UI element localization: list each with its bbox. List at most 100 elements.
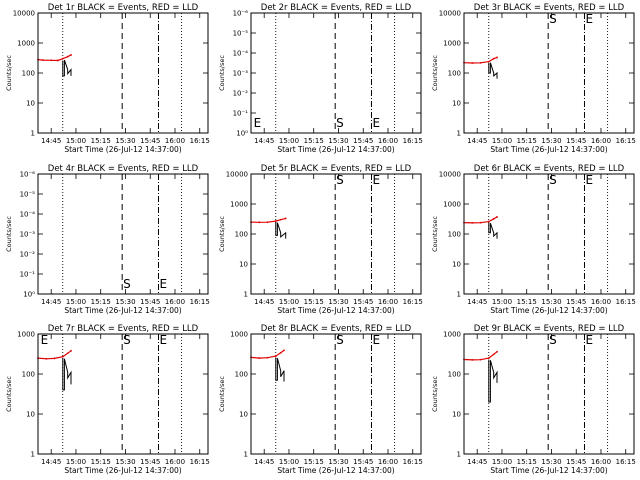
x-tick-label: 15:15 xyxy=(517,298,537,306)
lld-point xyxy=(274,220,277,222)
y-tick-label: 1 xyxy=(244,291,248,299)
y-tick-label: 10⁻³ xyxy=(233,70,249,78)
x-tick-label: 14:45 xyxy=(254,458,274,466)
y-axis-label: Counts/sec xyxy=(431,216,439,252)
x-tick-label: 15:45 xyxy=(140,137,160,145)
y-axis-label: Counts/sec xyxy=(218,216,226,252)
x-tick-label: 15:00 xyxy=(66,298,86,306)
x-tick-label: 14:45 xyxy=(254,298,274,306)
y-tick-label: 1000 xyxy=(443,40,461,48)
events-series-line xyxy=(275,222,287,239)
y-tick-label: 10 xyxy=(26,411,35,419)
y-tick-label: 10 xyxy=(452,100,461,108)
y-tick-label: 1000 xyxy=(17,40,35,48)
y-axis-label: Counts/sec xyxy=(431,55,439,91)
lld-point xyxy=(492,57,495,60)
x-tick-label: 15:00 xyxy=(279,298,299,306)
detector-panel: Det 2r BLACK = Events, RED = LLD 10⁰ 10⁻¹ 1… xyxy=(218,3,423,154)
x-tick-label: 15:45 xyxy=(566,458,586,466)
x-axis-label: Start Time (26-Jul-12 14:37:00) xyxy=(277,466,394,475)
x-tick-label: 15:00 xyxy=(492,137,512,145)
start-marker: S xyxy=(549,12,557,26)
panel-title: Det 3r BLACK = Events, RED = LLD xyxy=(474,3,625,13)
lld-point xyxy=(45,357,48,360)
start-marker: S xyxy=(336,116,344,130)
x-tick-label: 14:45 xyxy=(41,137,61,145)
y-tick-label: 10 xyxy=(239,261,248,269)
plot-frame xyxy=(37,333,209,455)
y-tick-label: 1 xyxy=(457,451,461,459)
y-tick-label: 10⁰ xyxy=(236,130,248,138)
lld-point xyxy=(53,357,56,360)
x-tick-label: 16:15 xyxy=(190,298,210,306)
end-marker: E xyxy=(41,333,49,347)
detector-panel: Det 6r BLACK = Events, RED = LLD 1 10 100 10… xyxy=(431,164,636,315)
plot-frame xyxy=(37,12,209,134)
x-tick-label: 16:15 xyxy=(403,137,423,145)
lld-point xyxy=(284,217,287,220)
x-tick-label: 16:00 xyxy=(378,137,398,145)
x-tick-label: 14:45 xyxy=(467,137,487,145)
x-tick-label: 15:15 xyxy=(517,458,537,466)
x-tick-label: 15:45 xyxy=(566,298,586,306)
x-tick-label: 15:15 xyxy=(91,298,111,306)
y-tick-label: 10⁻¹ xyxy=(20,271,36,279)
x-tick-label: 16:00 xyxy=(378,458,398,466)
y-tick-label: 10⁻⁶ xyxy=(20,171,36,179)
y-tick-label: 1000 xyxy=(443,331,461,339)
x-tick-label: 15:45 xyxy=(566,137,586,145)
x-tick-label: 16:15 xyxy=(616,458,636,466)
start-marker: S xyxy=(123,333,131,347)
end-marker: E xyxy=(372,173,380,187)
plot-frame xyxy=(463,173,635,295)
x-tick-label: 15:45 xyxy=(140,458,160,466)
lld-point xyxy=(279,351,282,354)
y-tick-label: 10⁻⁵ xyxy=(20,191,36,199)
y-tick-label: 10⁻⁶ xyxy=(233,10,249,18)
panel-title: Det 7r BLACK = Events, RED = LLD xyxy=(48,324,199,334)
x-tick-label: 15:45 xyxy=(353,298,373,306)
lld-point xyxy=(471,221,474,224)
start-marker: S xyxy=(336,173,344,187)
y-tick-label: 10000 xyxy=(226,171,248,179)
start-marker: S xyxy=(123,277,131,291)
events-series-line xyxy=(62,358,72,391)
y-axis-label: Counts/sec xyxy=(218,376,226,412)
y-tick-label: 100 xyxy=(448,70,461,78)
end-marker: E xyxy=(372,116,380,130)
y-axis-label: Counts/sec xyxy=(5,55,13,91)
x-tick-label: 15:45 xyxy=(140,298,160,306)
events-series-line xyxy=(62,59,72,77)
x-tick-label: 16:00 xyxy=(165,298,185,306)
end-marker: E xyxy=(585,333,593,347)
x-tick-label: 14:45 xyxy=(254,137,274,145)
x-tick-label: 16:15 xyxy=(403,458,423,466)
x-tick-label: 15:30 xyxy=(541,137,561,145)
detector-panel: Det 1r BLACK = Events, RED = LLD 1 10 100 10… xyxy=(5,3,210,154)
y-tick-label: 10 xyxy=(452,261,461,269)
lld-point xyxy=(56,59,59,62)
x-tick-label: 15:30 xyxy=(115,137,135,145)
start-marker: S xyxy=(549,333,557,347)
lld-point xyxy=(66,55,69,58)
x-axis-label: Start Time (26-Jul-12 14:37:00) xyxy=(64,306,181,315)
x-tick-label: 15:45 xyxy=(353,137,373,145)
end-marker: E xyxy=(254,116,262,130)
x-axis-label: Start Time (26-Jul-12 14:37:00) xyxy=(490,466,607,475)
plot-frame xyxy=(37,173,209,295)
plot-frame xyxy=(463,12,635,134)
lld-point xyxy=(283,349,285,352)
y-axis-label: Counts/sec xyxy=(5,216,13,252)
lld-point xyxy=(61,355,64,358)
lld-series-line xyxy=(463,351,498,361)
lld-point xyxy=(471,359,474,361)
x-tick-label: 15:30 xyxy=(328,137,348,145)
y-tick-label: 1000 xyxy=(17,331,35,339)
lld-point xyxy=(496,56,498,59)
y-tick-label: 100 xyxy=(448,371,461,379)
x-tick-label: 15:00 xyxy=(66,458,86,466)
lld-point xyxy=(70,349,72,352)
y-tick-label: 100 xyxy=(448,231,461,239)
x-tick-label: 15:00 xyxy=(492,298,512,306)
lld-point xyxy=(479,61,482,64)
